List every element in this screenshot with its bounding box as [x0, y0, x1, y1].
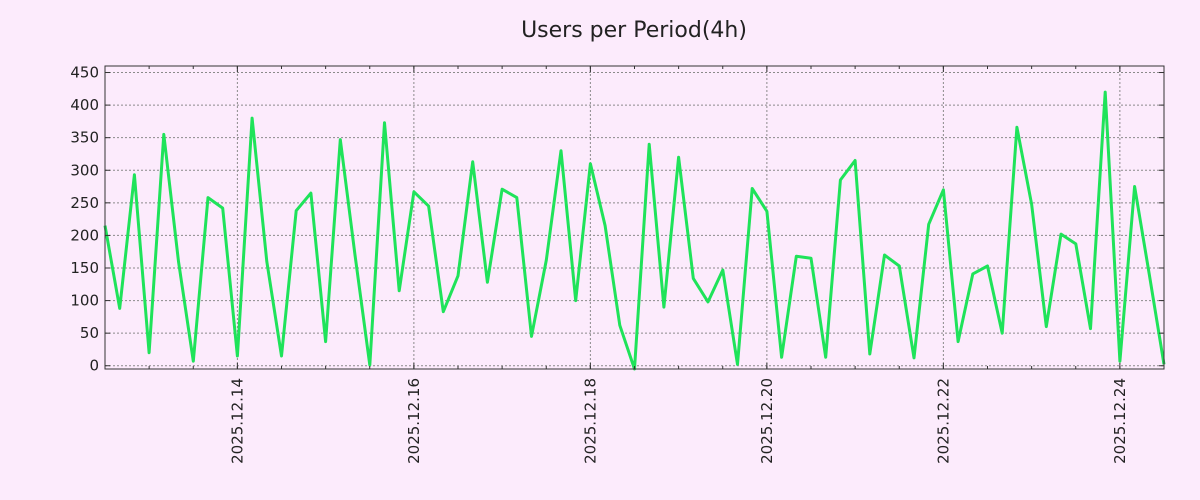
series-line-users — [103, 90, 1166, 371]
x-tick-label: 2025.12.20 — [758, 378, 776, 464]
grid — [105, 66, 1164, 369]
y-tick-label: 50 — [80, 324, 99, 342]
axes: 0 50 100 150 200 250 300 350 400 450 2025.12.14 202… — [70, 64, 1165, 464]
x-tick-label: 2025.12.22 — [934, 378, 952, 464]
y-tick-label: 150 — [70, 259, 99, 277]
y-tick-label: 300 — [70, 161, 99, 179]
y-tick-label: 0 — [89, 357, 99, 375]
chart-title: Users per Period(4h) — [521, 18, 747, 43]
series-layer — [103, 90, 1166, 371]
x-tick-label: 2025.12.18 — [581, 378, 599, 464]
x-tick-label: 2025.12.24 — [1111, 378, 1129, 464]
y-tick-label: 200 — [70, 226, 99, 244]
y-tick-label: 450 — [70, 64, 99, 82]
y-tick-label: 100 — [70, 292, 99, 310]
plot-frame — [104, 65, 1165, 370]
y-tick-label: 400 — [70, 96, 99, 114]
y-tick-label: 350 — [70, 129, 99, 147]
x-tick-label: 2025.12.16 — [405, 378, 423, 464]
x-tick-label: 2025.12.14 — [228, 378, 246, 464]
y-tick-label: 250 — [70, 194, 99, 212]
